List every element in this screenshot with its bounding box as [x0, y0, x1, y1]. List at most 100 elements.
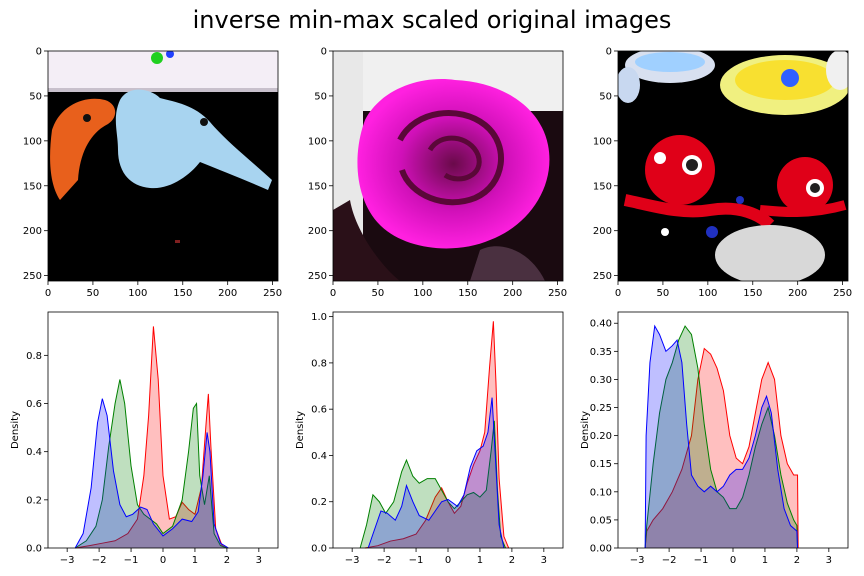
density-area-red	[75, 326, 227, 548]
y-tick-label: 0.15	[590, 459, 612, 470]
density-line-blue	[644, 324, 799, 549]
image-panel-1	[48, 51, 278, 281]
density-line-blue	[74, 398, 229, 549]
x-tick-label: 1	[762, 555, 768, 566]
x-tick-label: 0	[330, 288, 336, 299]
y-tick-label: 0.10	[590, 487, 612, 498]
y-tick-label: 150	[593, 181, 612, 192]
density-area-green	[360, 420, 506, 548]
density-line-red	[364, 321, 510, 549]
density-line-blue	[367, 397, 505, 549]
density-panel-2: −3 −2 −1 0 1 2 3 0.0 0.2 0.4 0.6 0.8 1.0 Density	[295, 311, 564, 566]
x-tick-label: −3	[630, 555, 645, 566]
x-tick-label: 1	[192, 555, 198, 566]
image-panel-3	[618, 51, 848, 281]
y-tick-label: 0.4	[311, 451, 327, 462]
rose-photo-icon	[333, 51, 563, 281]
y-tick-label: 200	[23, 226, 42, 237]
x-tick-label: 0	[730, 555, 736, 566]
x-tick-label: 2	[509, 555, 515, 566]
y-tick-label: 0.2	[311, 497, 327, 508]
x-tick-label: 0	[45, 288, 51, 299]
y-tick-label: 100	[23, 136, 42, 147]
y-tick-label: 0.8	[311, 358, 327, 369]
y-tick-label: 250	[23, 271, 42, 282]
image-frame-1	[47, 50, 279, 282]
y-tick-label: 150	[23, 181, 42, 192]
density-line-red	[644, 347, 799, 549]
density-panel-1: −3 −2 −1 0 1 2 3 0.0 0.2 0.4 0.6 0.8 Density	[10, 311, 279, 566]
x-tick-label: 3	[541, 555, 547, 566]
x-tick-label: 100	[128, 288, 147, 299]
figure-title: inverse min-max scaled original images	[192, 6, 672, 34]
density-area-blue	[368, 397, 504, 548]
x-tick-label: 100	[413, 288, 432, 299]
y-tick-label: 100	[593, 136, 612, 147]
x-tick-label: −3	[345, 555, 360, 566]
y-tick-label: 0.6	[26, 399, 42, 410]
density-line-red	[75, 326, 228, 549]
image-frame-2	[332, 50, 564, 282]
x-tick-label: 200	[788, 288, 807, 299]
y-tick-label: 50	[599, 91, 612, 102]
y-tick-label: 0	[321, 47, 327, 58]
y-tick-label: 200	[308, 226, 327, 237]
y-tick-label: 150	[308, 181, 327, 192]
x-tick-label: 0	[160, 555, 166, 566]
image-frame-3	[617, 50, 849, 282]
x-tick-label: 3	[256, 555, 262, 566]
density-area-blue	[75, 398, 229, 548]
x-tick-label: 0	[445, 555, 451, 566]
image-panel-2	[333, 51, 563, 281]
x-tick-label: 50	[372, 288, 385, 299]
x-tick-label: 150	[458, 288, 477, 299]
x-tick-label: −3	[60, 555, 75, 566]
y-tick-label: 0.05	[590, 515, 612, 526]
x-tick-label: 2	[794, 555, 800, 566]
y-tick-label: 0.40	[590, 319, 612, 330]
x-tick-label: −1	[124, 555, 139, 566]
density-line-green	[644, 325, 799, 549]
x-tick-label: 250	[833, 288, 852, 299]
y-tick-label: 50	[314, 91, 327, 102]
y-axis-label: Density	[295, 411, 306, 449]
y-tick-label: 0.00	[590, 544, 612, 555]
x-tick-label: −2	[377, 555, 392, 566]
y-tick-label: 100	[308, 136, 327, 147]
y-tick-label: 50	[29, 91, 42, 102]
y-tick-label: 0.0	[26, 544, 42, 555]
x-tick-label: 150	[743, 288, 762, 299]
x-tick-label: 1	[477, 555, 483, 566]
y-tick-label: 0.8	[26, 351, 42, 362]
x-tick-label: 200	[503, 288, 522, 299]
x-tick-label: 3	[826, 555, 832, 566]
x-tick-label: −2	[92, 555, 107, 566]
x-tick-label: 250	[548, 288, 567, 299]
density-area-red	[364, 321, 509, 548]
x-tick-label: 150	[173, 288, 192, 299]
density-line-green	[359, 420, 506, 549]
x-tick-label: 0	[615, 288, 621, 299]
y-tick-label: 0.30	[590, 375, 612, 386]
x-tick-label: −1	[409, 555, 424, 566]
y-axis-label: Density	[580, 411, 591, 449]
octopus-toys-photo-icon	[618, 51, 848, 281]
y-tick-label: 0	[36, 47, 42, 58]
y-tick-label: 0.20	[590, 431, 612, 442]
x-tick-label: 50	[87, 288, 100, 299]
y-tick-label: 0.6	[311, 405, 327, 416]
y-tick-label: 0	[606, 47, 612, 58]
y-tick-label: 200	[593, 226, 612, 237]
y-tick-label: 250	[308, 271, 327, 282]
density-panel-3: −3 −2 −1 0 1 2 3 0.00 0.05 0.10 0.15 0.20 0.25 0.30 0.…	[580, 311, 849, 566]
x-tick-label: 100	[698, 288, 717, 299]
x-tick-label: 250	[263, 288, 282, 299]
y-tick-label: 0.4	[26, 447, 42, 458]
x-tick-label: 200	[218, 288, 237, 299]
density-area-green	[75, 379, 227, 548]
